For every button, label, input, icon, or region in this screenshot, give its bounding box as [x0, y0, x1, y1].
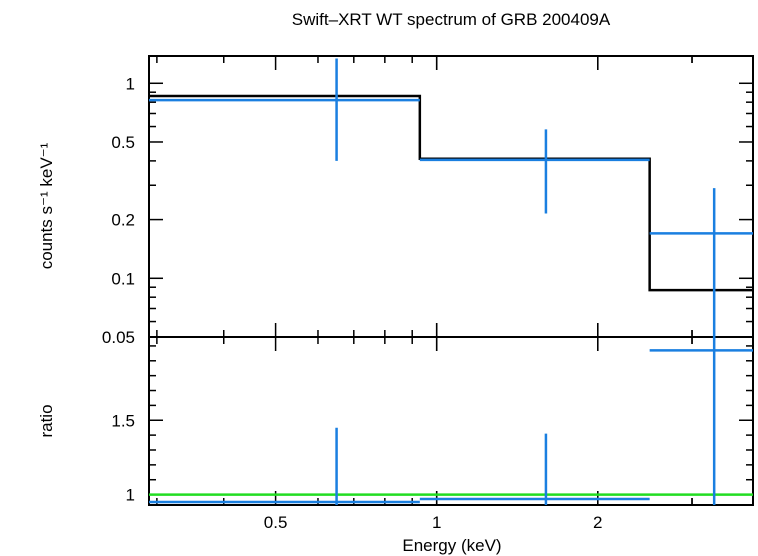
model-step-line [149, 94, 753, 292]
data-point-spectrum-3 [649, 188, 753, 337]
y-tick-label: 0.1 [111, 269, 135, 288]
y-tick-label: 1.5 [111, 411, 135, 430]
y-axis-title-spectrum: counts s⁻¹ keV⁻¹ [37, 142, 56, 269]
y-tick-label: 0.5 [111, 133, 135, 152]
y-axis-title-ratio: ratio [37, 404, 56, 437]
data-point-spectrum-2 [419, 129, 650, 214]
axes-frame-layer: 1 0.5 0.2 0.1 0.05 1 1.5 0.5 1 2 [102, 55, 754, 532]
x-tick-label: 0.5 [264, 513, 288, 532]
plot-frame-spectrum [148, 55, 754, 338]
y-tick-label: 0.05 [102, 328, 135, 347]
data-layer [149, 58, 753, 505]
data-point-spectrum-1 [149, 58, 420, 161]
data-point-ratio-1 [149, 427, 420, 505]
x-axis-title: Energy (keV) [402, 536, 501, 555]
data-point-ratio-3 [649, 337, 753, 505]
y-tick-label: 0.2 [111, 211, 135, 230]
x-tick-label: 1 [432, 513, 441, 532]
y-tick-label: 1 [126, 74, 135, 93]
data-point-ratio-2 [419, 433, 650, 505]
x-tick-label: 2 [593, 513, 602, 532]
plot-frame-ratio [148, 336, 754, 506]
chart-title: Swift–XRT WT spectrum of GRB 200409A [292, 10, 611, 29]
y-tick-label: 1 [126, 486, 135, 505]
